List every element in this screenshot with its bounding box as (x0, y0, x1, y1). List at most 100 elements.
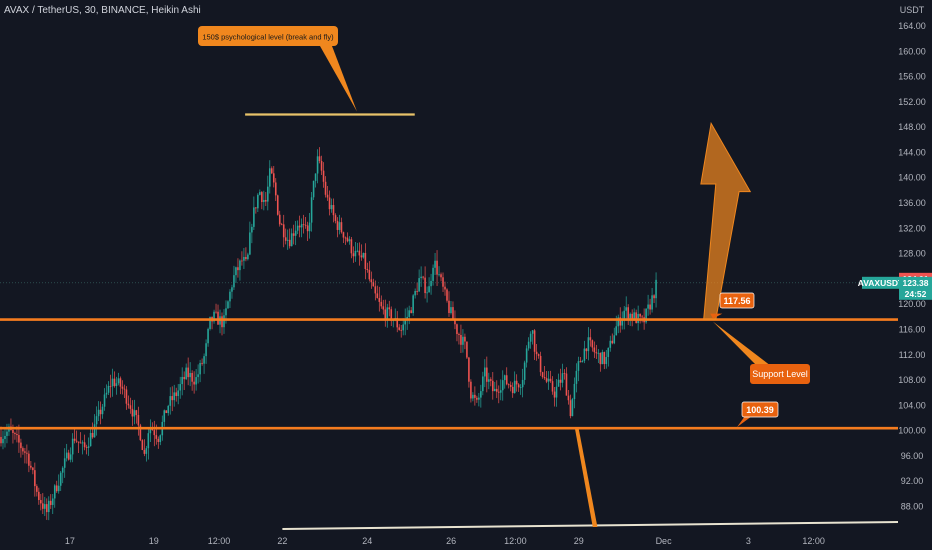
candle-body (386, 307, 389, 320)
candle-body (231, 287, 233, 292)
candle-body (177, 390, 180, 396)
candle-body (229, 291, 231, 302)
candle-body (408, 310, 410, 317)
candle-body (537, 354, 540, 356)
candle-body (436, 260, 438, 275)
candle-body (384, 309, 387, 320)
candle-body (268, 168, 271, 187)
candle-body (247, 254, 249, 260)
candle-body (143, 449, 146, 454)
candle-body (133, 410, 136, 417)
candle-body (45, 504, 48, 513)
candle-body (448, 300, 450, 313)
candle-body (336, 220, 339, 230)
candle-body (442, 277, 444, 287)
candle-body (370, 279, 373, 283)
candle-body (16, 433, 18, 436)
candle-body (306, 225, 309, 232)
candle-body (619, 317, 622, 326)
candle-body (499, 390, 502, 393)
x-tick-label: 12:00 (504, 536, 527, 546)
candle-body (346, 237, 349, 242)
candle-body (609, 340, 612, 348)
candle-body (611, 340, 614, 344)
candle-body (509, 384, 512, 387)
candle-body (631, 313, 633, 320)
candle-body (400, 329, 403, 331)
candle-body (101, 406, 104, 415)
y-tick-label: 132.00 (898, 223, 926, 233)
candle-body (272, 173, 275, 183)
candle-body (402, 324, 404, 331)
support-level-label: 117.56 (723, 296, 750, 306)
candle-body (77, 441, 80, 443)
candle-body (513, 380, 516, 394)
candle-body (543, 377, 546, 379)
candle-body (239, 260, 241, 271)
candle-body (2, 438, 4, 444)
support-callout-pointer (712, 321, 771, 366)
candle-body (121, 386, 124, 389)
candle-body (531, 330, 534, 334)
candle-body (410, 310, 412, 314)
candle-body (503, 375, 506, 381)
candle-body (523, 362, 526, 380)
y-tick-label: 100.00 (898, 426, 926, 436)
candle-body (380, 301, 383, 307)
candle-body (79, 442, 82, 444)
candle-body (99, 409, 102, 415)
candle-body (446, 289, 448, 301)
candle-body (119, 378, 122, 387)
candle-body (627, 307, 629, 320)
candle-body (203, 356, 205, 364)
candle-body (243, 256, 245, 261)
candle-body (20, 442, 22, 449)
candle-body (376, 293, 379, 299)
candle-body (42, 503, 44, 509)
candle-body (163, 410, 166, 422)
candle-body (282, 224, 285, 238)
currency-label: USDT (900, 5, 925, 15)
candle-body (40, 500, 42, 504)
candle-body (197, 374, 199, 378)
price-axis[interactable]: USDT 88.00 92.00 96.00 100.00 104.00 108.00 11… (858, 0, 932, 550)
y-tick-label: 96.00 (901, 451, 924, 461)
candle-body (18, 435, 20, 443)
candle-body (125, 389, 128, 404)
candle-body (525, 348, 528, 363)
candle-body (491, 380, 494, 392)
candle-body (103, 394, 106, 407)
y-tick-label: 120.00 (898, 299, 926, 309)
candle-body (651, 295, 653, 310)
candle-body (426, 292, 428, 294)
candle-body (368, 269, 371, 280)
candle-body (107, 385, 110, 393)
candle-body (318, 156, 321, 161)
candle-body (553, 391, 556, 398)
candle-body (519, 387, 522, 389)
candle-body (32, 467, 34, 471)
y-tick-label: 140.00 (898, 173, 926, 183)
time-axis[interactable]: 17 19 12:00 22 24 26 12:00 29 Dec 3 12:00 (65, 536, 825, 546)
candle-body (563, 373, 566, 375)
candle-body (629, 313, 631, 320)
candle-body (583, 348, 586, 361)
candle-body (93, 424, 96, 438)
candle-body (145, 448, 148, 454)
candle-body (34, 470, 36, 487)
candle-body (183, 376, 185, 380)
candle-body (276, 195, 279, 215)
candle-body (422, 276, 424, 278)
candle-body (149, 427, 152, 434)
candle-body (296, 225, 299, 231)
candle-body (300, 224, 303, 228)
candle-body (175, 392, 178, 396)
candle-body (280, 224, 283, 226)
candle-body (396, 318, 399, 328)
candle-body (61, 467, 64, 473)
y-tick-label: 128.00 (898, 249, 926, 259)
candle-body (14, 432, 16, 434)
candle-body (322, 170, 325, 182)
